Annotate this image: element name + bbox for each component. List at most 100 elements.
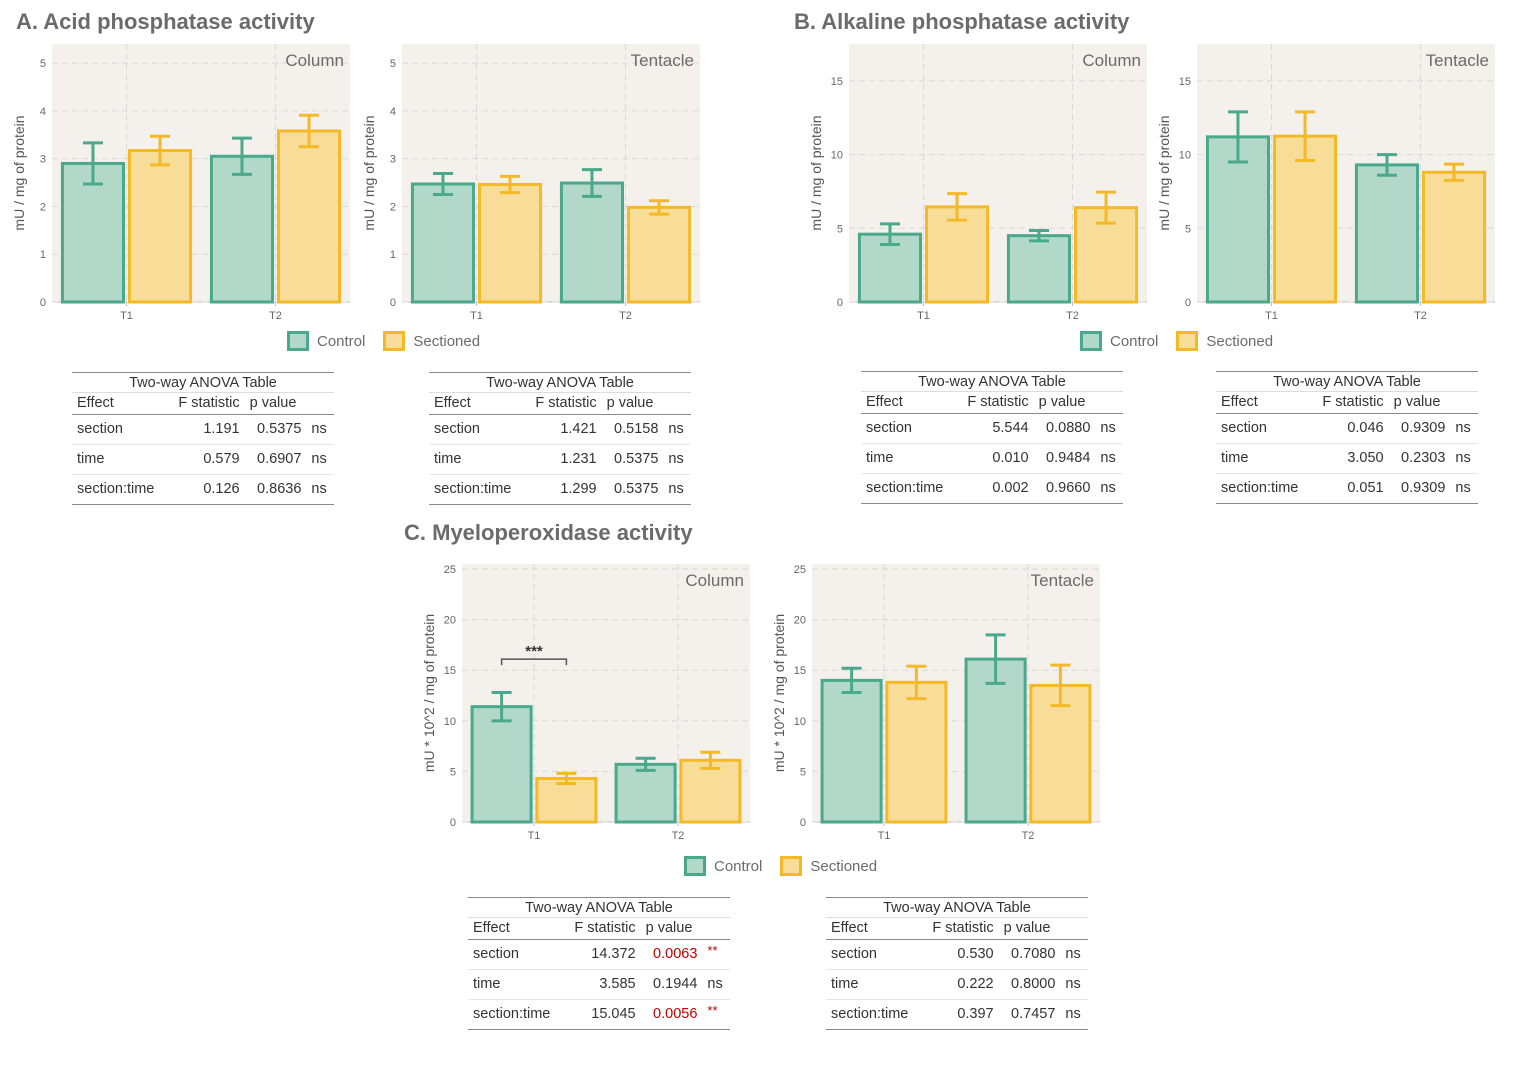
- effect-cell: time: [826, 969, 922, 1000]
- legend-a: Control Sectioned: [287, 331, 490, 351]
- table-row: time 3.050 0.2303 ns: [1216, 443, 1478, 474]
- anova-header-cell-blank: [306, 392, 334, 415]
- table-row: time 0.579 0.6907 ns: [72, 444, 334, 475]
- control-bar-T1: [820, 678, 883, 824]
- y-axis-label: mU * 10^2 / mg of protein: [421, 614, 437, 772]
- y-tick-label: 25: [794, 564, 806, 576]
- effect-cell: time: [429, 444, 525, 475]
- table-row: time 0.010 0.9484 ns: [861, 443, 1123, 474]
- legend-control-label: Control: [317, 332, 366, 350]
- section-title-acid-phosphatase: A. Acid phosphatase activity: [16, 9, 315, 34]
- panel-label: Tentacle: [631, 51, 694, 70]
- y-tick-label: 4: [40, 106, 46, 118]
- legend-b: Control Sectioned: [1080, 331, 1283, 351]
- f-statistic-cell: 0.046: [1311, 413, 1389, 444]
- y-tick-label: 10: [444, 716, 456, 728]
- table-row: section:time 0.397 0.7457 ns: [826, 999, 1088, 1030]
- control-bar-T1: [410, 182, 476, 304]
- significance-cell: ns: [1095, 473, 1123, 504]
- table-row: section:time 0.051 0.9309 ns: [1216, 473, 1478, 504]
- x-tick-label: T1: [528, 830, 541, 842]
- significance-cell: ns: [1060, 939, 1088, 970]
- sectioned-bar-T2: [276, 129, 342, 304]
- anova-header-cell: p value: [244, 392, 307, 415]
- p-value-cell: 0.0880: [1033, 413, 1096, 444]
- chart-acid-column: 0 1 2 3 4 5 mU / mg of protein Column T1 T2: [11, 44, 350, 322]
- y-tick-label: 15: [1179, 76, 1191, 88]
- f-statistic-cell: 0.222: [921, 969, 999, 1000]
- table-row: section 1.191 0.5375 ns: [72, 414, 334, 445]
- effect-cell: section:time: [861, 473, 957, 504]
- control-bar-T1: [470, 705, 533, 824]
- control-bar-T1: [1205, 135, 1271, 304]
- p-value-cell: 0.0056: [640, 999, 703, 1030]
- anova-table-caption: Two-way ANOVA Table: [1216, 371, 1478, 391]
- f-statistic-cell: 0.126: [167, 474, 245, 505]
- anova-header-row: Effect F statistic p value: [72, 392, 334, 415]
- legend-control-label: Control: [1110, 332, 1159, 350]
- sectioned-bar-T2: [1421, 170, 1487, 304]
- chart-acid-tentacle: 0 1 2 3 4 5 mU / mg of protein Tentacle T1 T2: [361, 44, 700, 322]
- p-value-cell: 0.8636: [244, 474, 307, 505]
- panel-label: Tentacle: [1031, 571, 1094, 590]
- f-statistic-cell: 3.585: [563, 969, 641, 1000]
- y-tick-label: 4: [390, 106, 396, 118]
- anova-header-cell: Effect: [826, 917, 922, 940]
- y-tick-label: 3: [390, 154, 396, 166]
- significance-cell: ns: [663, 474, 691, 505]
- anova-table-myeloperoxidase-tentacle: Two-way ANOVA Table Effect F statistic p va…: [826, 897, 1088, 1030]
- p-value-cell: 0.5158: [601, 414, 664, 445]
- y-tick-label: 1: [390, 249, 396, 261]
- f-statistic-cell: 1.231: [524, 444, 602, 475]
- p-value-cell: 0.5375: [601, 444, 664, 475]
- p-value-cell: 0.9660: [1033, 473, 1096, 504]
- section-title-alkaline-phosphatase: B. Alkaline phosphatase activity: [794, 9, 1130, 34]
- y-tick-label: 0: [40, 297, 46, 309]
- effect-cell: section:time: [826, 999, 922, 1030]
- p-value-cell: 0.1944: [640, 969, 703, 1000]
- legend-sectioned-label: Sectioned: [1206, 332, 1274, 350]
- sectioned-bar-T1: [924, 205, 990, 304]
- significance-cell: ns: [1060, 999, 1088, 1030]
- significance-cell: ns: [306, 414, 334, 445]
- y-axis-label: mU / mg of protein: [1156, 115, 1172, 230]
- y-tick-label: 5: [40, 58, 46, 70]
- anova-header-cell-blank: [1450, 391, 1478, 414]
- significance-cell: ns: [1095, 443, 1123, 474]
- control-bar-T2: [1006, 234, 1072, 304]
- effect-cell: section:time: [429, 474, 525, 505]
- anova-header-cell-blank: [1095, 391, 1123, 414]
- p-value-cell: 0.9484: [1033, 443, 1096, 474]
- anova-header-cell-blank: [663, 392, 691, 415]
- y-tick-label: 20: [794, 615, 806, 627]
- anova-header-row: Effect F statistic p value: [429, 392, 691, 415]
- sectioned-bar-T1: [477, 182, 543, 304]
- anova-header-cell: Effect: [72, 392, 168, 415]
- effect-cell: section:time: [468, 999, 564, 1030]
- y-tick-label: 0: [837, 297, 843, 309]
- p-value-cell: 0.7457: [998, 999, 1061, 1030]
- y-tick-label: 5: [800, 766, 806, 778]
- anova-table-acid-tentacle: Two-way ANOVA Table Effect F statistic p va…: [429, 372, 691, 505]
- anova-table-caption: Two-way ANOVA Table: [861, 371, 1123, 391]
- x-tick-label: T1: [878, 830, 891, 842]
- y-tick-label: 5: [837, 223, 843, 235]
- table-row: time 1.231 0.5375 ns: [429, 444, 691, 475]
- panel-label: Tentacle: [1426, 51, 1489, 70]
- significance-cell: ns: [306, 474, 334, 505]
- p-value-cell: 0.7080: [998, 939, 1061, 970]
- legend-sectioned-swatch: [780, 856, 803, 876]
- y-tick-label: 3: [40, 154, 46, 166]
- anova-header-cell: F statistic: [921, 917, 999, 940]
- anova-table-caption: Two-way ANOVA Table: [429, 372, 691, 392]
- f-statistic-cell: 5.544: [956, 413, 1034, 444]
- legend-sectioned-swatch: [383, 331, 406, 351]
- f-statistic-cell: 1.191: [167, 414, 245, 445]
- table-row: section:time 0.002 0.9660 ns: [861, 473, 1123, 504]
- f-statistic-cell: 1.299: [524, 474, 602, 505]
- y-tick-label: 0: [390, 297, 396, 309]
- anova-header-row: Effect F statistic p value: [468, 917, 730, 940]
- anova-header-cell-blank: [1060, 917, 1088, 940]
- anova-header-cell: p value: [1033, 391, 1096, 414]
- section-title-myeloperoxidase: C. Myeloperoxidase activity: [404, 520, 693, 545]
